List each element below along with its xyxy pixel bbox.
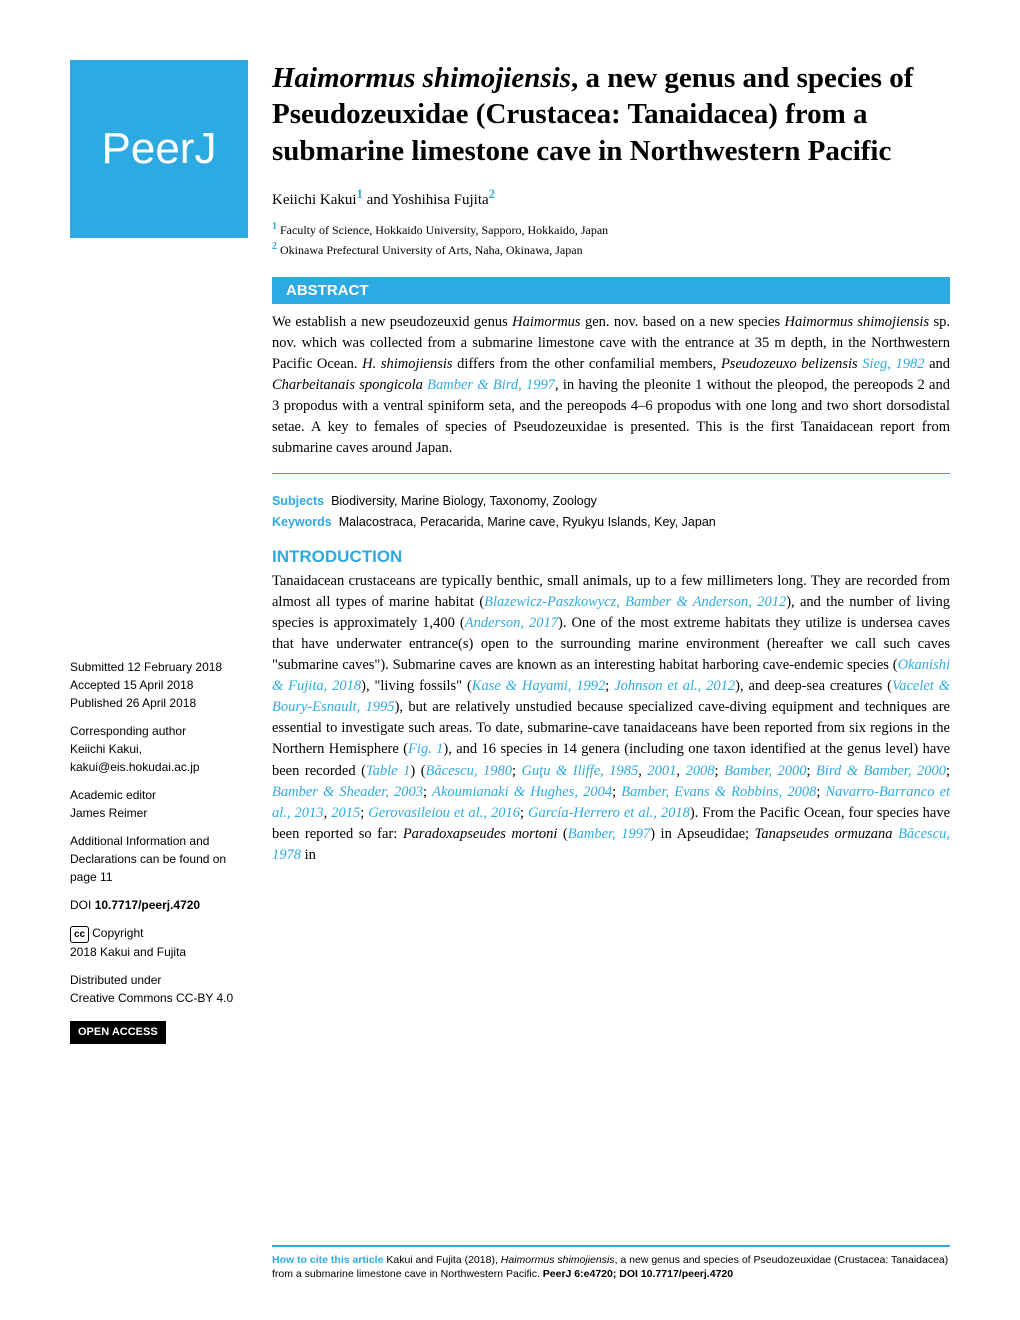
corr-author-email: kakui@eis.hokudai.ac.jp [70, 760, 200, 774]
journal-logo: PeerJ [70, 60, 248, 238]
accepted-date: 15 April 2018 [123, 678, 193, 692]
logo-text: PeerJ [102, 124, 217, 174]
editor-name: James Reimer [70, 806, 147, 820]
subjects-line: Subjects Biodiversity, Marine Biology, T… [272, 492, 950, 511]
keywords-text: Malacostraca, Peracarida, Marine cave, R… [339, 515, 716, 529]
published-label: Published [70, 696, 123, 710]
author-1: Keiichi Kakui [272, 192, 357, 208]
author-2: Yoshihisa Fujita [391, 192, 488, 208]
subjects-label: Subjects [272, 494, 324, 508]
keywords-label: Keywords [272, 515, 332, 529]
cc-icon: cc [70, 926, 89, 943]
submitted-date: 12 February 2018 [127, 660, 222, 674]
doi-value: 10.7717/peerj.4720 [95, 898, 200, 912]
affiliations: 1 Faculty of Science, Hokkaido Universit… [272, 219, 950, 259]
affil-2-text: Okinawa Prefectural University of Arts, … [280, 243, 583, 257]
doi-label: DOI [70, 898, 91, 912]
license-text: Creative Commons CC-BY 4.0 [70, 991, 233, 1005]
corr-author-name: Keiichi Kakui, [70, 742, 142, 756]
introduction-heading: INTRODUCTION [272, 547, 950, 567]
introduction-body: Tanaidacean crustaceans are typically be… [272, 571, 950, 865]
affil-1-sup: 1 [272, 221, 277, 232]
sidebar-metadata: Submitted 12 February 2018 Accepted 15 A… [70, 658, 248, 1044]
author-1-sup: 1 [357, 187, 363, 201]
article-title: Haimormus shimojiensis, a new genus and … [272, 60, 950, 169]
dates-block: Submitted 12 February 2018 Accepted 15 A… [70, 658, 248, 712]
copyright-label: Copyright [92, 926, 143, 940]
subjects-text: Biodiversity, Marine Biology, Taxonomy, … [331, 494, 597, 508]
citation-footer: How to cite this article Kakui and Fujit… [272, 1245, 950, 1282]
corresponding-author-block: Corresponding author Keiichi Kakui, kaku… [70, 722, 248, 776]
affil-1-text: Faculty of Science, Hokkaido University,… [280, 223, 608, 237]
abstract-body: We establish a new pseudozeuxid genus Ha… [272, 312, 950, 474]
doi-block: DOI 10.7717/peerj.4720 [70, 896, 248, 914]
editor-label: Academic editor [70, 788, 156, 802]
open-access-badge: OPEN ACCESS [70, 1021, 166, 1044]
license-label: Distributed under [70, 973, 161, 987]
copyright-text: 2018 Kakui and Fujita [70, 945, 186, 959]
editor-block: Academic editor James Reimer [70, 786, 248, 822]
abstract-header: ABSTRACT [272, 277, 950, 304]
author-2-sup: 2 [489, 187, 495, 201]
additional-info-text: Additional Information and Declarations … [70, 834, 226, 884]
additional-info-block: Additional Information and Declarations … [70, 832, 248, 886]
license-block: Distributed under Creative Commons CC-BY… [70, 971, 248, 1007]
author-list: Keiichi Kakui1 and Yoshihisa Fujita2 [272, 187, 950, 209]
copyright-block: ccCopyright 2018 Kakui and Fujita [70, 924, 248, 961]
published-date: 26 April 2018 [126, 696, 196, 710]
keywords-line: Keywords Malacostraca, Peracarida, Marin… [272, 513, 950, 532]
cite-label: How to cite this article [272, 1254, 383, 1266]
submitted-label: Submitted [70, 660, 124, 674]
corr-author-label: Corresponding author [70, 724, 186, 738]
accepted-label: Accepted [70, 678, 120, 692]
affil-2-sup: 2 [272, 241, 277, 252]
